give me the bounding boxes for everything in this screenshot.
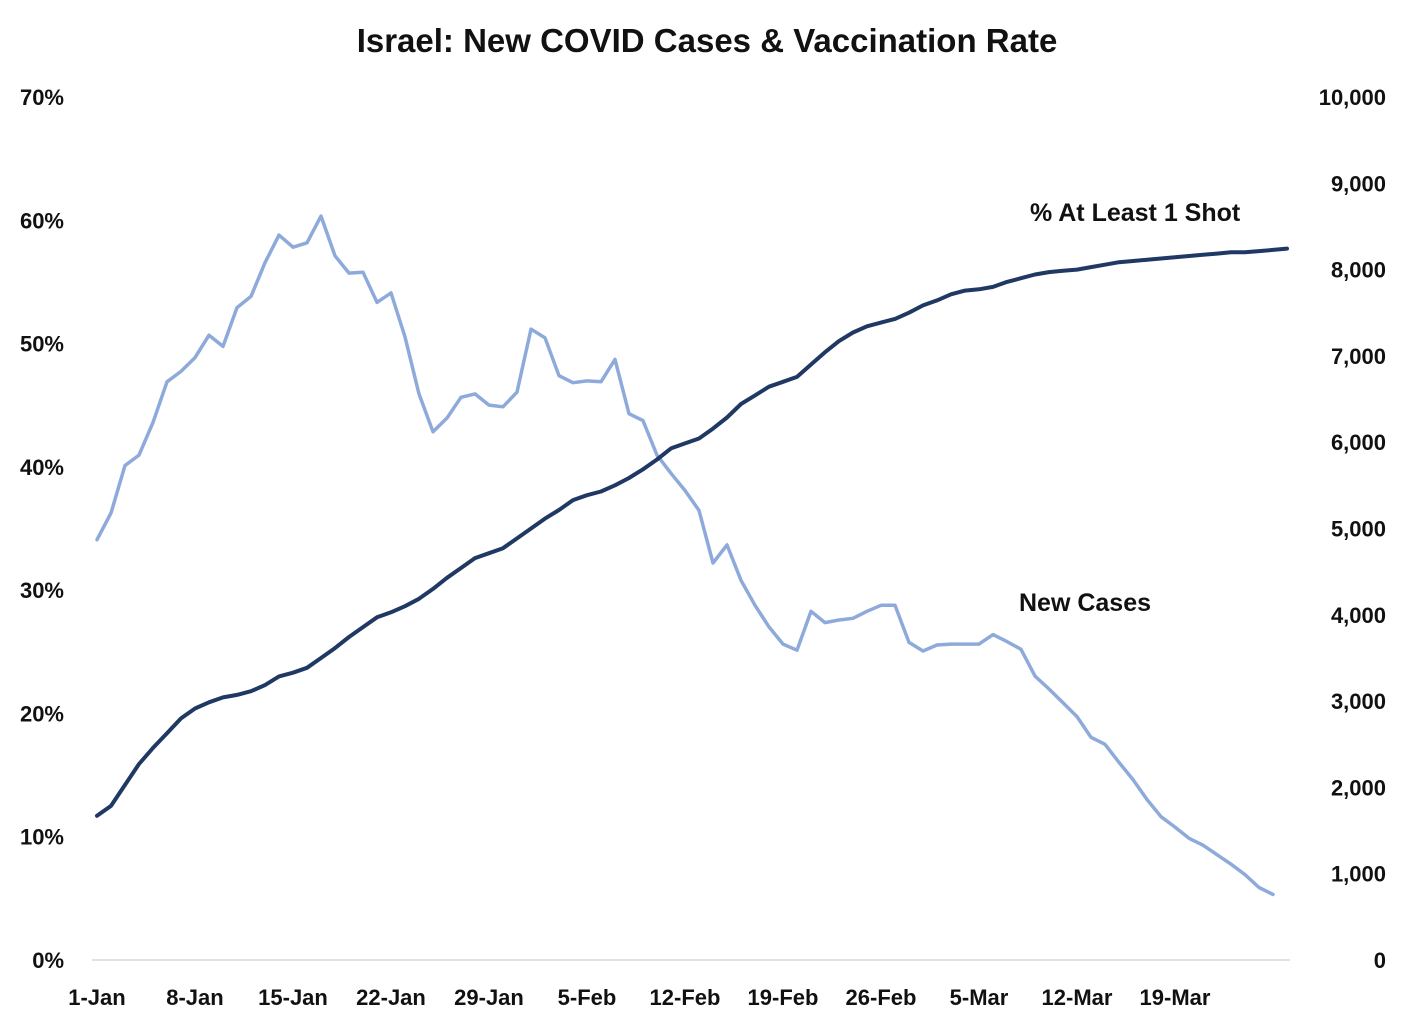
left-axis-tick-label: 0% (32, 948, 64, 973)
chart-title: Israel: New COVID Cases & Vaccination Ra… (356, 22, 1058, 59)
right-axis-tick-label: 10,000 (1319, 85, 1386, 110)
right-axis-tick-label: 1,000 (1331, 862, 1386, 887)
left-axis-tick-label: 70% (20, 85, 64, 110)
x-axis-tick-label: 5-Mar (950, 985, 1009, 1010)
series-line-vaccination (95, 246, 1289, 818)
x-axis-tick-label: 26-Feb (846, 985, 917, 1010)
x-axis-tick-label: 8-Jan (166, 985, 223, 1010)
right-axis-tick-label: 9,000 (1331, 171, 1386, 196)
x-axis-tick-label: 19-Mar (1140, 985, 1211, 1010)
right-axis-tick-label: 3,000 (1331, 689, 1386, 714)
left-axis-tick-label: 60% (20, 208, 64, 233)
x-axis-tick-label: 29-Jan (454, 985, 524, 1010)
right-axis-tick-label: 6,000 (1331, 430, 1386, 455)
left-axis: 0% 10% 20% 30% 40% 50% 60% 70% (20, 85, 64, 973)
series-line-new-cases (95, 214, 1275, 897)
right-axis-tick-label: 4,000 (1331, 603, 1386, 628)
right-axis-tick-label: 2,000 (1331, 775, 1386, 800)
x-axis-tick-label: 1-Jan (68, 985, 125, 1010)
x-axis-tick-label: 12-Mar (1042, 985, 1113, 1010)
left-axis-tick-label: 20% (20, 701, 64, 726)
annotation-vaccination: % At Least 1 Shot (1030, 199, 1241, 227)
x-axis-tick-label: 15-Jan (258, 985, 328, 1010)
x-axis-tick-label: 19-Feb (748, 985, 819, 1010)
x-axis-tick-label: 5-Feb (558, 985, 617, 1010)
left-axis-tick-label: 40% (20, 455, 64, 480)
x-axis-tick-label: 22-Jan (356, 985, 426, 1010)
right-axis-tick-label: 0 (1374, 948, 1386, 973)
annotation-new-cases: New Cases (1019, 589, 1151, 617)
right-axis-tick-label: 5,000 (1331, 517, 1386, 542)
x-axis-tick-label: 12-Feb (650, 985, 721, 1010)
right-axis-tick-label: 8,000 (1331, 258, 1386, 283)
right-axis-tick-label: 7,000 (1331, 344, 1386, 369)
right-axis: 0 1,000 2,000 3,000 4,000 5,000 6,000 7,000 8,00… (1319, 85, 1386, 973)
x-axis: 1-Jan 8-Jan 15-Jan 22-Jan 29-Jan 5-Feb 12-Feb 1… (68, 985, 1211, 1010)
left-axis-tick-label: 30% (20, 578, 64, 603)
left-axis-tick-label: 10% (20, 825, 64, 850)
left-axis-tick-label: 50% (20, 332, 64, 357)
